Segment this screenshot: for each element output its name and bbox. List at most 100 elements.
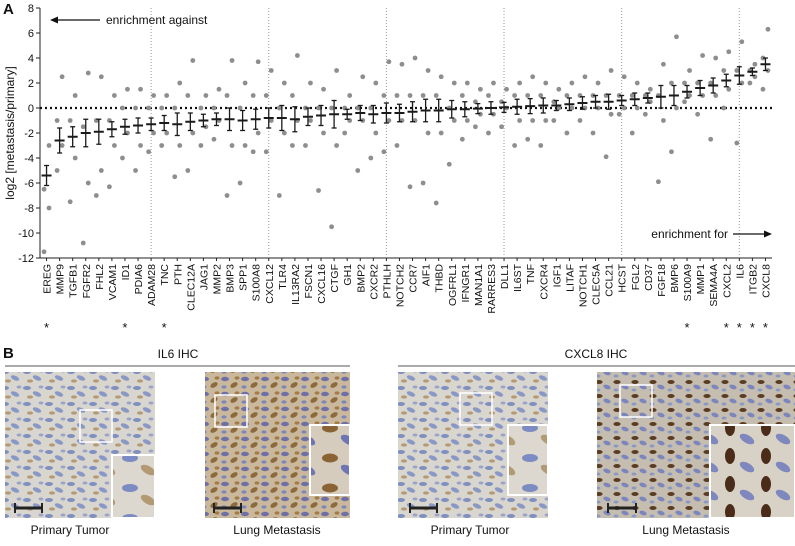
data-point bbox=[146, 105, 152, 111]
x-tick-label: GH1 bbox=[342, 264, 354, 286]
data-point bbox=[412, 55, 418, 61]
x-tick-label: RARRES3 bbox=[486, 264, 498, 314]
x-tick-label: LITAF bbox=[564, 264, 576, 292]
data-point bbox=[138, 143, 143, 148]
data-point bbox=[250, 93, 256, 98]
data-point bbox=[237, 105, 243, 111]
panel-label: A bbox=[3, 1, 14, 18]
data-point bbox=[603, 154, 609, 160]
data-point bbox=[190, 130, 196, 136]
data-point bbox=[120, 155, 125, 161]
data-point bbox=[255, 130, 261, 136]
x-tick-label: CXCR2 bbox=[368, 264, 380, 300]
data-point bbox=[381, 149, 387, 155]
data-point bbox=[59, 143, 65, 148]
data-point bbox=[556, 86, 562, 92]
data-point bbox=[634, 80, 640, 86]
data-point bbox=[433, 200, 439, 206]
data-point bbox=[289, 143, 295, 148]
x-tick-label: CLEC12A bbox=[185, 264, 197, 311]
data-point bbox=[486, 130, 491, 136]
data-point bbox=[242, 80, 248, 86]
data-point bbox=[329, 224, 335, 230]
y-tick-label: 4 bbox=[28, 53, 34, 65]
data-point bbox=[72, 155, 78, 161]
x-tick-label: FGF18 bbox=[656, 264, 668, 297]
data-point bbox=[726, 49, 732, 55]
data-point bbox=[237, 180, 243, 186]
x-tick-label: MMP1 bbox=[695, 264, 707, 294]
micrograph bbox=[5, 372, 156, 519]
data-point bbox=[316, 105, 321, 111]
data-point bbox=[111, 93, 117, 98]
data-point bbox=[634, 105, 640, 111]
data-point bbox=[146, 149, 152, 155]
data-point bbox=[525, 93, 531, 98]
data-point bbox=[464, 118, 470, 123]
data-point bbox=[360, 74, 366, 80]
data-point bbox=[211, 105, 217, 111]
y-tick-label: -10 bbox=[18, 228, 34, 240]
x-tick-label: CCR7 bbox=[408, 264, 420, 293]
data-point bbox=[368, 155, 374, 161]
data-point bbox=[394, 143, 400, 148]
x-tick-label: FSCN1 bbox=[303, 264, 315, 299]
data-point bbox=[451, 80, 457, 86]
data-point bbox=[420, 93, 426, 98]
data-point bbox=[203, 93, 209, 98]
data-point bbox=[211, 136, 217, 142]
data-point bbox=[674, 105, 679, 111]
image-caption: Lung Metastasis bbox=[642, 523, 729, 537]
x-tick-label: CD37 bbox=[643, 264, 655, 291]
y-tick-label: -8 bbox=[24, 203, 34, 215]
x-tick-label: ID1 bbox=[120, 264, 132, 281]
data-point bbox=[608, 111, 614, 117]
x-tick-label: IGF1 bbox=[551, 264, 563, 287]
x-tick-label: IL13RA2 bbox=[290, 264, 302, 305]
x-tick-label: SPP1 bbox=[238, 264, 250, 291]
data-point bbox=[229, 143, 235, 148]
data-point bbox=[289, 93, 295, 98]
data-point bbox=[386, 59, 392, 65]
data-point bbox=[172, 105, 178, 111]
data-point bbox=[407, 184, 413, 190]
annotation: enrichment for bbox=[651, 227, 728, 241]
data-point bbox=[459, 136, 465, 142]
data-point bbox=[224, 93, 230, 98]
data-point bbox=[80, 240, 86, 246]
data-point bbox=[647, 86, 653, 92]
data-point bbox=[334, 68, 340, 73]
y-tick-label: 8 bbox=[28, 3, 34, 15]
image-caption: Primary Tumor bbox=[431, 523, 510, 537]
image-caption: Lung Metastasis bbox=[233, 523, 320, 537]
data-point bbox=[752, 61, 758, 67]
data-point bbox=[472, 124, 478, 130]
data-point bbox=[281, 80, 287, 86]
significance-marker: * bbox=[122, 320, 127, 335]
data-point bbox=[386, 118, 392, 123]
data-point bbox=[477, 86, 483, 92]
data-point bbox=[464, 80, 470, 86]
data-point bbox=[133, 168, 138, 173]
data-point bbox=[98, 74, 104, 80]
x-tick-label: CXCL2 bbox=[721, 264, 733, 298]
x-tick-label: EREG bbox=[42, 264, 54, 294]
x-tick-label: IL6 bbox=[734, 264, 746, 279]
data-point bbox=[198, 105, 204, 111]
data-point bbox=[399, 61, 405, 67]
data-point bbox=[695, 111, 701, 117]
data-point bbox=[125, 86, 130, 92]
data-point bbox=[263, 93, 269, 98]
x-tick-label: DLL1 bbox=[499, 264, 511, 289]
x-tick-label: BMP2 bbox=[355, 264, 367, 293]
data-point bbox=[54, 168, 60, 173]
x-tick-label: IFNGR1 bbox=[460, 264, 472, 303]
data-point bbox=[54, 118, 60, 123]
data-point bbox=[321, 130, 326, 136]
data-point bbox=[582, 74, 588, 80]
x-tick-label: JAG1 bbox=[198, 264, 210, 290]
group-title: IL6 IHC bbox=[158, 347, 199, 361]
data-point bbox=[472, 99, 478, 105]
data-point bbox=[538, 143, 544, 148]
